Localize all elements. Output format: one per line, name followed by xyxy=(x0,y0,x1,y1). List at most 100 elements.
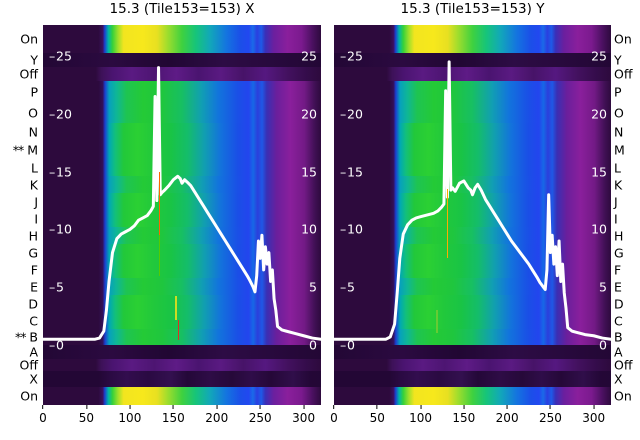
inner-ytick-label: –25 xyxy=(49,48,72,64)
inner-ytick-label: –10 xyxy=(340,221,363,237)
inner-ytick-label: 25 xyxy=(301,48,317,64)
category-axis-label: P xyxy=(614,84,622,100)
x-axis-tick: 100 xyxy=(409,405,432,425)
category-axis-label: D xyxy=(28,296,38,311)
marker-spike xyxy=(175,296,177,320)
category-axis-label: C xyxy=(614,313,623,328)
inner-ytick-label: 15 xyxy=(591,164,607,180)
x-axis-tick: 100 xyxy=(118,405,141,425)
heatmap-row xyxy=(43,81,321,103)
heatmap-row xyxy=(43,371,321,387)
category-axis-label: E xyxy=(30,279,38,294)
marker-spike xyxy=(158,171,161,236)
category-axis-label: A xyxy=(29,344,38,360)
heatmap-row xyxy=(334,312,611,329)
heatmap-row xyxy=(334,103,611,123)
category-axis-label: ** B xyxy=(14,329,38,345)
category-axis-label: Y xyxy=(30,52,38,68)
dark-band-bottom-x xyxy=(43,345,321,359)
inner-ytick-label: –15 xyxy=(49,164,72,180)
category-axis-label: A xyxy=(614,344,623,360)
heatmap-row xyxy=(43,67,321,81)
category-axis-label: On xyxy=(614,31,632,47)
category-axis-label: Off xyxy=(19,66,38,82)
inner-ytick-label: –0 xyxy=(340,337,355,353)
marker-spike xyxy=(446,189,449,259)
category-axis-label: E xyxy=(614,279,622,294)
inner-ytick-label: –20 xyxy=(340,106,363,122)
heatmap-row xyxy=(43,312,321,329)
x-axis-tick: 150 xyxy=(452,405,475,425)
heatmap-row xyxy=(334,25,611,53)
category-axis-label: K xyxy=(614,177,623,192)
marker-spike xyxy=(177,319,180,341)
heatmap-panel-y[interactable]: –25 –20 –15 –10 –5 –0 25 20 15 10 5 0 xyxy=(334,25,611,405)
panel-title-left: 15.3 (Tile153=153) X xyxy=(109,1,255,17)
category-axis-label: G xyxy=(614,245,624,260)
category-axis-label: J xyxy=(614,194,618,209)
heatmap-row xyxy=(43,141,321,159)
category-axis-label: M xyxy=(614,142,625,158)
heatmap-row xyxy=(43,210,321,227)
inner-ytick-label: –5 xyxy=(49,279,64,295)
category-axis-label: D xyxy=(614,296,624,311)
heatmap-row xyxy=(334,141,611,159)
category-axis-label: X xyxy=(29,371,38,387)
dark-band-top-y xyxy=(334,53,611,67)
heatmap-row xyxy=(43,387,321,405)
inner-ytick-label: –25 xyxy=(340,48,363,64)
inner-ytick-label: 10 xyxy=(591,221,607,237)
spectrum-trace xyxy=(334,25,611,405)
inner-ytick-label: 20 xyxy=(301,106,317,122)
category-axis-label: X xyxy=(614,371,623,387)
category-axis-label: Off xyxy=(19,357,38,373)
inner-ytick-label: 25 xyxy=(591,48,607,64)
category-axis-label: On xyxy=(20,31,38,47)
inner-ytick-label: 20 xyxy=(591,106,607,122)
heatmap-row xyxy=(334,387,611,405)
heatmap-row xyxy=(43,261,321,278)
heatmap-row xyxy=(334,123,611,141)
x-axis-tick: 150 xyxy=(162,405,185,425)
x-axis-right: 0 50 100 150 200 250 300 xyxy=(330,405,611,435)
heatmap-row xyxy=(43,295,321,312)
category-axis-label: G xyxy=(28,245,38,260)
inner-ytick-label: 0 xyxy=(309,337,317,353)
category-axis-label: Y xyxy=(614,52,622,68)
x-axis-tick: 200 xyxy=(205,405,228,425)
x-axis-tick: 250 xyxy=(539,405,562,425)
heatmap-image-x xyxy=(43,25,321,405)
category-axis-label: Off xyxy=(614,357,633,373)
heatmap-row xyxy=(334,359,611,371)
category-axis-label: P xyxy=(30,84,38,100)
marker-spike xyxy=(158,235,161,276)
category-axis-label: ** M xyxy=(12,142,38,158)
category-axis-label: L xyxy=(614,160,621,175)
heatmap-row xyxy=(334,81,611,103)
heatmap-row xyxy=(334,371,611,387)
category-axis-right: On Y Off P O N M L K J I H G F E D C B A Off X On xyxy=(613,0,640,440)
heatmap-row xyxy=(334,159,611,176)
x-axis-tick: 250 xyxy=(249,405,272,425)
x-axis-tick: 200 xyxy=(496,405,519,425)
heatmap-row xyxy=(334,295,611,312)
category-axis-left: On Y Off P O N ** M L K J I H G F E D C ** B A Off X On xyxy=(0,0,41,440)
category-axis-label: O xyxy=(614,105,624,121)
heatmap-row xyxy=(43,25,321,53)
heatmap-row xyxy=(334,193,611,210)
heatmap-image-y xyxy=(334,25,611,405)
inner-ytick-label: 0 xyxy=(599,337,607,353)
category-axis-label: K xyxy=(29,177,38,192)
dark-band-top-x xyxy=(43,53,321,67)
category-axis-label: N xyxy=(614,124,624,140)
heatmap-row xyxy=(334,176,611,193)
category-axis-label: F xyxy=(30,262,38,277)
heatmap-row xyxy=(334,67,611,81)
category-axis-label: H xyxy=(614,228,624,243)
heatmap-panel-x[interactable]: –25 –20 –15 –10 –5 –0 25 20 15 10 5 0 xyxy=(43,25,321,405)
heatmap-row xyxy=(334,244,611,261)
x-axis-tick: 0 xyxy=(330,405,338,425)
x-axis-tick: 300 xyxy=(582,405,605,425)
category-axis-label: H xyxy=(28,228,38,243)
